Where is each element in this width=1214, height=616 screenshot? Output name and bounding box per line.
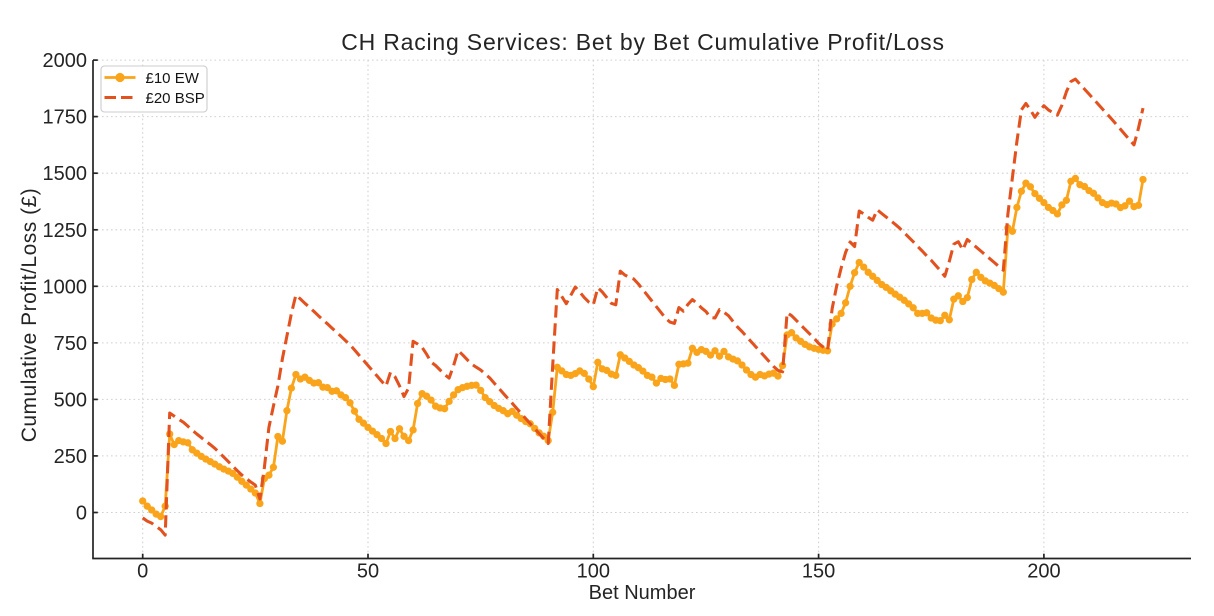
svg-text:Cumulative Profit/Loss (£): Cumulative Profit/Loss (£) <box>18 188 41 443</box>
svg-text:1000: 1000 <box>43 276 88 298</box>
svg-text:0: 0 <box>76 503 87 525</box>
svg-text:1500: 1500 <box>43 163 88 185</box>
svg-text:250: 250 <box>54 446 87 468</box>
svg-text:£20 BSP: £20 BSP <box>146 90 205 107</box>
svg-text:2000: 2000 <box>43 50 88 72</box>
svg-text:£10 EW: £10 EW <box>146 70 200 87</box>
svg-text:0: 0 <box>137 561 148 583</box>
svg-text:500: 500 <box>54 389 87 411</box>
svg-text:1250: 1250 <box>43 220 88 242</box>
svg-text:50: 50 <box>357 561 379 583</box>
svg-text:CH Racing Services: Bet by Bet: CH Racing Services: Bet by Bet Cumulativ… <box>341 29 945 55</box>
svg-text:750: 750 <box>54 333 87 355</box>
svg-text:150: 150 <box>802 561 835 583</box>
svg-text:200: 200 <box>1027 561 1060 583</box>
svg-text:1750: 1750 <box>43 107 88 129</box>
svg-text:100: 100 <box>577 561 610 583</box>
svg-text:Bet Number: Bet Number <box>589 582 696 604</box>
